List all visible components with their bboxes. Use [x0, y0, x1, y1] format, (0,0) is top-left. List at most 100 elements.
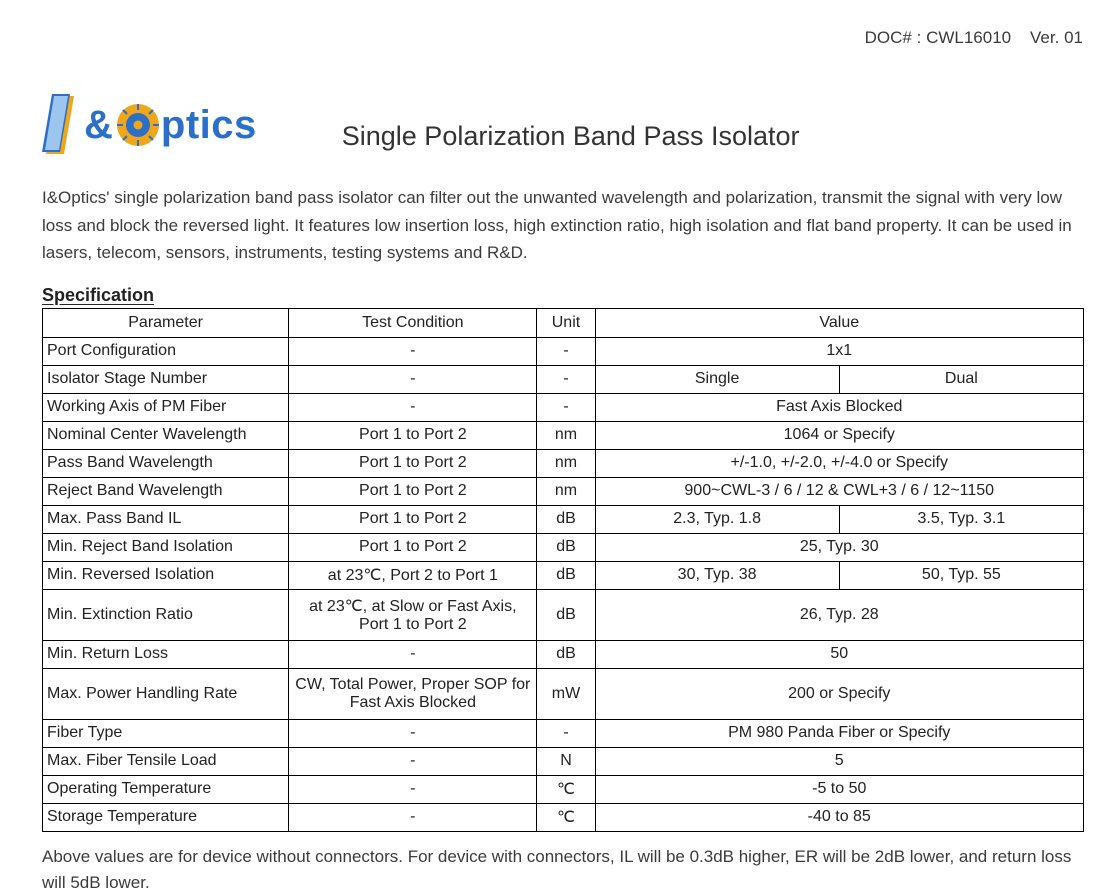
- cell-value: 900~CWL-3 / 6 / 12 & CWL+3 / 6 / 12~1150: [595, 477, 1084, 505]
- cell-unit: nm: [537, 477, 595, 505]
- cell-test-condition: -: [289, 337, 537, 365]
- company-logo: & ptics: [42, 92, 257, 158]
- cell-parameter: Operating Temperature: [43, 775, 289, 803]
- cell-value: 1064 or Specify: [595, 421, 1084, 449]
- doc-header: DOC# : CWL16010 Ver. 01: [42, 28, 1085, 48]
- logo-ring-icon: [115, 102, 161, 148]
- table-row: Nominal Center WavelengthPort 1 to Port …: [43, 421, 1084, 449]
- cell-parameter: Fiber Type: [43, 719, 289, 747]
- version-label: Ver.: [1030, 28, 1059, 47]
- specification-table: Parameter Test Condition Unit Value Port…: [42, 308, 1084, 832]
- cell-value: -40 to 85: [595, 803, 1084, 831]
- cell-test-condition: -: [289, 393, 537, 421]
- table-row: Storage Temperature-℃-40 to 85: [43, 803, 1084, 831]
- cell-value: +/-1.0, +/-2.0, +/-4.0 or Specify: [595, 449, 1084, 477]
- logo-and-title-row: & ptics Single Polarization Band Pass: [42, 92, 1085, 158]
- logo-ampersand: &: [84, 103, 113, 148]
- cell-test-condition: -: [289, 775, 537, 803]
- cell-value: 2.3, Typ. 1.8: [595, 505, 839, 533]
- cell-unit: dB: [537, 505, 595, 533]
- cell-parameter: Min. Reversed Isolation: [43, 561, 289, 589]
- cell-value: 5: [595, 747, 1084, 775]
- cell-value: 50, Typ. 55: [839, 561, 1083, 589]
- cell-parameter: Working Axis of PM Fiber: [43, 393, 289, 421]
- doc-number-label: DOC# :: [865, 28, 922, 47]
- cell-value: -5 to 50: [595, 775, 1084, 803]
- cell-unit: nm: [537, 421, 595, 449]
- table-header-row: Parameter Test Condition Unit Value: [43, 308, 1084, 337]
- cell-parameter: Max. Pass Band IL: [43, 505, 289, 533]
- table-row: Min. Reversed Isolationat 23℃, Port 2 to…: [43, 561, 1084, 589]
- cell-value: Fast Axis Blocked: [595, 393, 1084, 421]
- th-test-condition: Test Condition: [289, 308, 537, 337]
- cell-parameter: Storage Temperature: [43, 803, 289, 831]
- cell-test-condition: -: [289, 719, 537, 747]
- logo-bar-icon: [42, 94, 84, 156]
- cell-test-condition: -: [289, 747, 537, 775]
- cell-test-condition: Port 1 to Port 2: [289, 421, 537, 449]
- cell-value: 1x1: [595, 337, 1084, 365]
- cell-value: 26, Typ. 28: [595, 589, 1084, 640]
- th-value: Value: [595, 308, 1084, 337]
- cell-unit: nm: [537, 449, 595, 477]
- footnote-1: Above values are for device without conn…: [42, 844, 1085, 895]
- cell-value: Single: [595, 365, 839, 393]
- table-row: Isolator Stage Number--SingleDual: [43, 365, 1084, 393]
- cell-value: 25, Typ. 30: [595, 533, 1084, 561]
- version: 01: [1064, 28, 1083, 47]
- cell-unit: dB: [537, 640, 595, 668]
- cell-value: 200 or Specify: [595, 668, 1084, 719]
- cell-test-condition: Port 1 to Port 2: [289, 505, 537, 533]
- cell-parameter: Port Configuration: [43, 337, 289, 365]
- cell-unit: mW: [537, 668, 595, 719]
- cell-parameter: Min. Extinction Ratio: [43, 589, 289, 640]
- cell-test-condition: at 23℃, Port 2 to Port 1: [289, 561, 537, 589]
- th-unit: Unit: [537, 308, 595, 337]
- doc-number: CWL16010: [926, 28, 1011, 47]
- table-row: Min. Extinction Ratioat 23℃, at Slow or …: [43, 589, 1084, 640]
- cell-unit: dB: [537, 561, 595, 589]
- cell-value: 3.5, Typ. 3.1: [839, 505, 1083, 533]
- table-row: Max. Pass Band ILPort 1 to Port 2dB2.3, …: [43, 505, 1084, 533]
- cell-unit: -: [537, 719, 595, 747]
- table-row: Min. Reject Band IsolationPort 1 to Port…: [43, 533, 1084, 561]
- table-row: Max. Fiber Tensile Load-N5: [43, 747, 1084, 775]
- cell-unit: ℃: [537, 803, 595, 831]
- cell-parameter: Reject Band Wavelength: [43, 477, 289, 505]
- cell-test-condition: CW, Total Power, Proper SOP for Fast Axi…: [289, 668, 537, 719]
- page-title: Single Polarization Band Pass Isolator: [342, 121, 800, 158]
- cell-parameter: Min. Return Loss: [43, 640, 289, 668]
- cell-value: 30, Typ. 38: [595, 561, 839, 589]
- table-row: Port Configuration--1x1: [43, 337, 1084, 365]
- footnotes: Above values are for device without conn…: [42, 844, 1085, 895]
- cell-parameter: Nominal Center Wavelength: [43, 421, 289, 449]
- cell-parameter: Min. Reject Band Isolation: [43, 533, 289, 561]
- table-row: Working Axis of PM Fiber--Fast Axis Bloc…: [43, 393, 1084, 421]
- cell-unit: -: [537, 337, 595, 365]
- cell-unit: dB: [537, 533, 595, 561]
- cell-test-condition: at 23℃, at Slow or Fast Axis, Port 1 to …: [289, 589, 537, 640]
- specification-heading: Specification: [42, 285, 1085, 306]
- cell-parameter: Max. Fiber Tensile Load: [43, 747, 289, 775]
- page: DOC# : CWL16010 Ver. 01 &: [0, 0, 1119, 895]
- cell-parameter: Pass Band Wavelength: [43, 449, 289, 477]
- th-parameter: Parameter: [43, 308, 289, 337]
- table-row: Max. Power Handling RateCW, Total Power,…: [43, 668, 1084, 719]
- cell-unit: -: [537, 393, 595, 421]
- cell-test-condition: -: [289, 803, 537, 831]
- cell-test-condition: Port 1 to Port 2: [289, 533, 537, 561]
- logo-text: ptics: [161, 103, 257, 148]
- cell-test-condition: Port 1 to Port 2: [289, 449, 537, 477]
- cell-unit: ℃: [537, 775, 595, 803]
- cell-unit: N: [537, 747, 595, 775]
- cell-unit: -: [537, 365, 595, 393]
- table-row: Fiber Type--PM 980 Panda Fiber or Specif…: [43, 719, 1084, 747]
- cell-test-condition: -: [289, 640, 537, 668]
- cell-test-condition: Port 1 to Port 2: [289, 477, 537, 505]
- cell-value: 50: [595, 640, 1084, 668]
- cell-parameter: Isolator Stage Number: [43, 365, 289, 393]
- intro-paragraph: I&Optics' single polarization band pass …: [42, 184, 1085, 267]
- table-row: Pass Band WavelengthPort 1 to Port 2nm+/…: [43, 449, 1084, 477]
- cell-parameter: Max. Power Handling Rate: [43, 668, 289, 719]
- cell-value: Dual: [839, 365, 1083, 393]
